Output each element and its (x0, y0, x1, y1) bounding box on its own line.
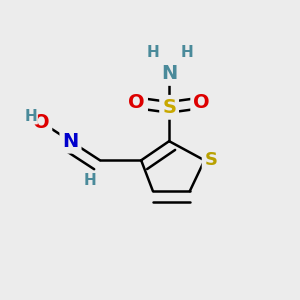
Text: S: S (162, 98, 176, 117)
Text: O: O (128, 93, 145, 112)
Text: O: O (193, 93, 210, 112)
Text: H: H (180, 45, 193, 60)
Text: H: H (83, 173, 96, 188)
Text: O: O (33, 112, 50, 131)
Text: S: S (205, 151, 218, 169)
Text: H: H (24, 109, 37, 124)
Text: N: N (62, 132, 79, 151)
Text: N: N (161, 64, 177, 83)
Text: H: H (147, 45, 159, 60)
